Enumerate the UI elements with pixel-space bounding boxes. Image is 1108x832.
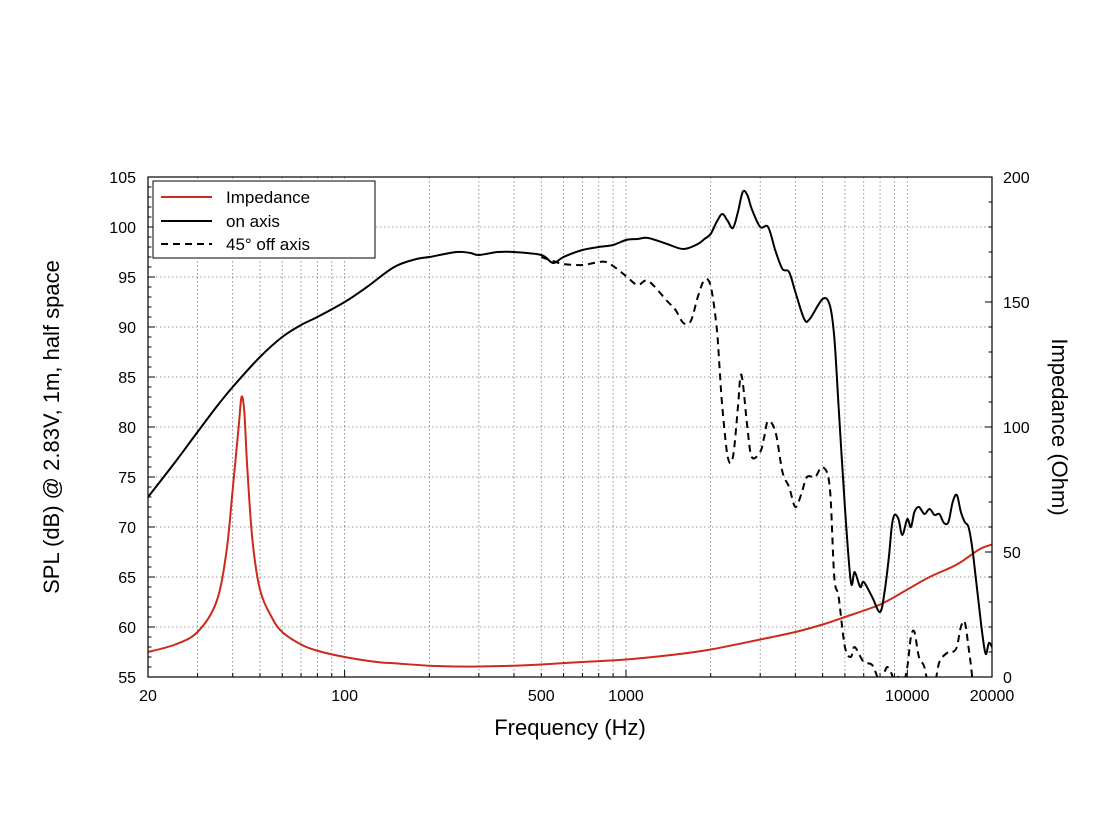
y-tick-label: 85 bbox=[118, 370, 136, 387]
x-tick-label: 500 bbox=[528, 688, 555, 705]
x-tick-label: 20000 bbox=[970, 688, 1015, 705]
y-axis-title: SPL (dB) @ 2.83V, 1m, half space bbox=[39, 260, 64, 594]
y-tick-label: 55 bbox=[118, 670, 136, 687]
grid bbox=[148, 177, 992, 677]
y-tick-label: 75 bbox=[118, 470, 136, 487]
y-tick-label: 80 bbox=[118, 420, 136, 437]
x-tick-label: 1000 bbox=[608, 688, 644, 705]
legend-label-off-axis: 45° off axis bbox=[226, 235, 310, 254]
y2-axis-title: Impedance (Ohm) bbox=[1047, 338, 1072, 515]
y2-tick-label: 200 bbox=[1003, 170, 1030, 187]
x-tick-label: 100 bbox=[331, 688, 358, 705]
series-on-axis-line bbox=[148, 189, 992, 656]
legend-label-on-axis: on axis bbox=[226, 212, 280, 231]
y-tick-label: 95 bbox=[118, 270, 136, 287]
legend: Impedance on axis 45° off axis bbox=[152, 180, 376, 259]
y-tick-label: 60 bbox=[118, 620, 136, 637]
y-tick-label: 100 bbox=[109, 220, 136, 237]
series-off-axis-line bbox=[540, 256, 974, 677]
y-tick-label: 105 bbox=[109, 170, 136, 187]
y-tick-label: 65 bbox=[118, 570, 136, 587]
y-tick-label: 70 bbox=[118, 520, 136, 537]
y2-tick-label: 150 bbox=[1003, 295, 1030, 312]
series-group bbox=[148, 189, 992, 677]
ticks bbox=[147, 176, 993, 678]
series-impedance-line bbox=[148, 395, 992, 668]
x-tick-label: 20 bbox=[139, 688, 157, 705]
y2-tick-label: 50 bbox=[1003, 545, 1021, 562]
legend-box bbox=[152, 180, 376, 259]
y2-tick-label: 0 bbox=[1003, 670, 1012, 687]
y2-tick-label: 100 bbox=[1003, 420, 1030, 437]
tick-labels: 20 100 500 1000 10000 20000556065707580859095… bbox=[109, 170, 1030, 705]
x-tick-label: 10000 bbox=[885, 688, 930, 705]
x-axis-title: Frequency (Hz) bbox=[494, 715, 646, 740]
y-tick-label: 90 bbox=[118, 320, 136, 337]
legend-label-impedance: Impedance bbox=[226, 188, 310, 207]
